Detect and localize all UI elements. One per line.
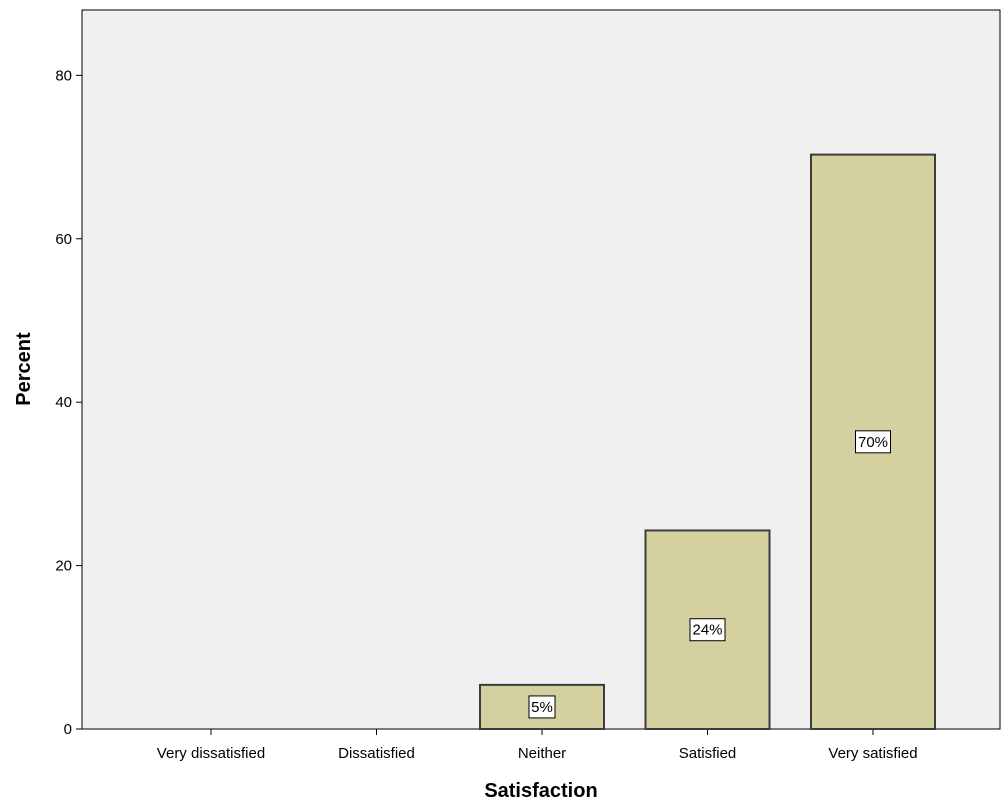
x-tick-label: Satisfied (679, 745, 737, 762)
x-tick-label: Very satisfied (828, 745, 917, 762)
x-tick-label: Very dissatisfied (157, 745, 265, 762)
y-tick-label: 20 (55, 558, 72, 575)
y-tick-label: 80 (55, 67, 72, 84)
y-tick-label: 60 (55, 231, 72, 248)
data-label: 5% (528, 695, 556, 719)
data-label-box (689, 618, 726, 642)
data-label-text: 70% (858, 434, 888, 451)
x-axis: Very dissatisfied Dissatisfied Neither Sati… (157, 729, 918, 762)
data-label-box (855, 430, 891, 454)
data-label-text: 5% (531, 699, 553, 716)
data-label: 24% (689, 618, 726, 642)
data-label-box (528, 695, 556, 719)
y-axis: 0 20 40 60 80 (55, 67, 82, 738)
y-tick-label: 40 (55, 394, 72, 411)
y-tick-label: 0 (64, 721, 72, 738)
data-label: 70% (855, 430, 891, 454)
data-labels: 5% 24% 70% (528, 430, 891, 719)
data-label-text: 24% (692, 622, 722, 639)
x-tick-label: Neither (518, 745, 566, 762)
y-axis-title: Percent (13, 332, 35, 406)
x-axis-title: Satisfaction (484, 780, 597, 802)
x-tick-label: Dissatisfied (338, 745, 415, 762)
